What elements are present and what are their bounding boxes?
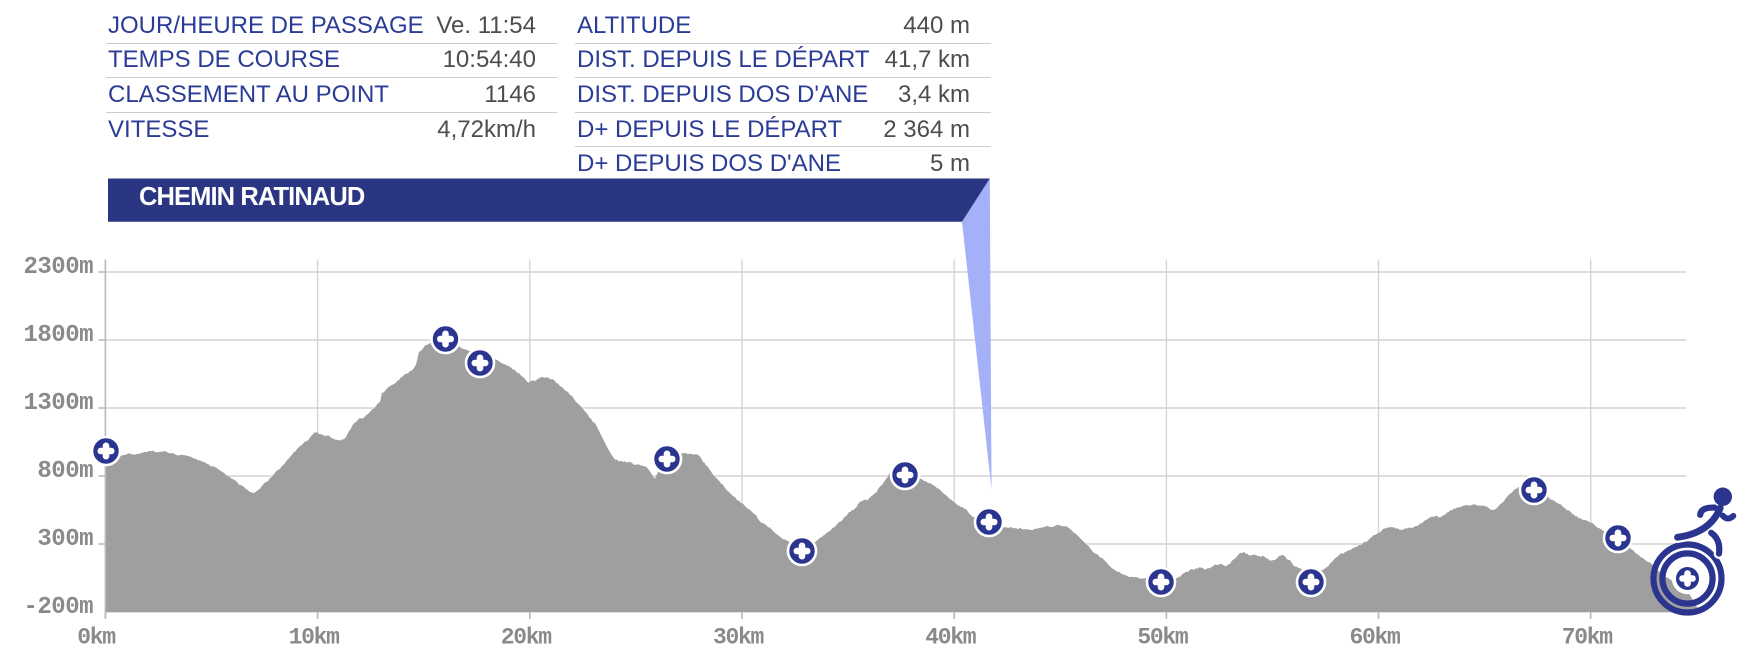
svg-text:40km: 40km	[925, 625, 976, 651]
svg-text:300m: 300m	[37, 526, 93, 553]
svg-text:30km: 30km	[713, 625, 764, 651]
svg-text:-200m: -200m	[23, 594, 93, 621]
svg-text:70km: 70km	[1562, 625, 1613, 651]
svg-text:1800m: 1800m	[23, 322, 93, 349]
svg-text:800m: 800m	[37, 458, 93, 485]
svg-text:0km: 0km	[77, 625, 115, 651]
svg-text:20km: 20km	[501, 625, 552, 651]
svg-text:1300m: 1300m	[23, 390, 93, 417]
svg-text:2300m: 2300m	[23, 254, 93, 281]
svg-text:10km: 10km	[289, 625, 340, 651]
svg-text:50km: 50km	[1137, 625, 1188, 651]
svg-text:60km: 60km	[1349, 625, 1400, 651]
